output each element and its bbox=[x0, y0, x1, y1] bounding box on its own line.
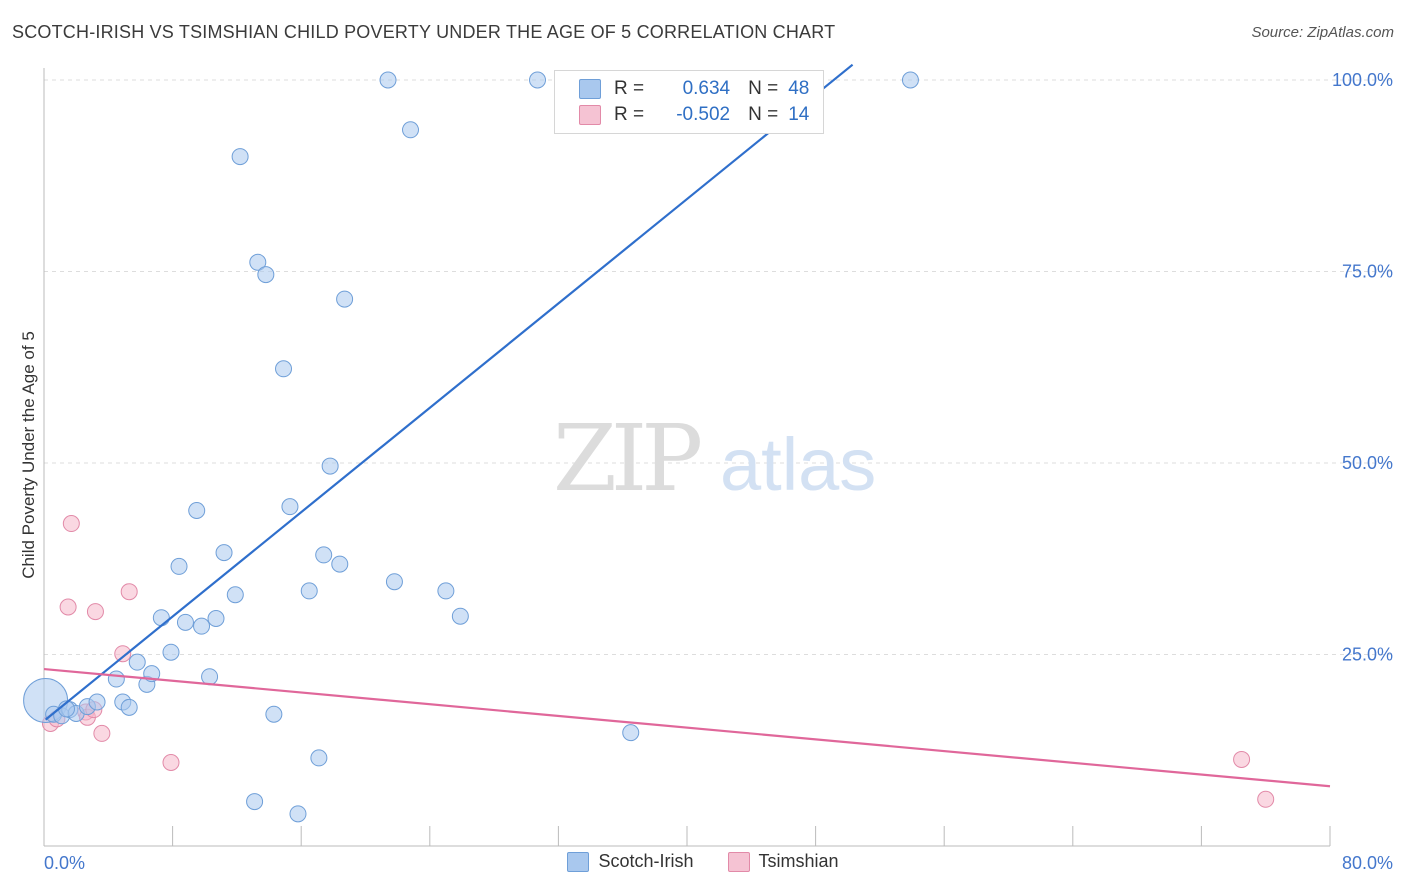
n-value: 14 bbox=[788, 104, 810, 125]
scotch-irish-point bbox=[331, 555, 349, 573]
y-axis-label: Child Poverty Under the Age of 5 bbox=[19, 331, 38, 579]
r-label: R = bbox=[614, 104, 645, 125]
chart-title: SCOTCH-IRISH VS TSIMSHIAN CHILD POVERTY … bbox=[12, 22, 836, 42]
scotch-irish-point bbox=[107, 670, 125, 688]
tsimshian-point bbox=[1233, 750, 1251, 768]
tsimshian-point bbox=[120, 583, 138, 601]
watermark-atlas: atlas bbox=[720, 423, 876, 506]
legend-item-tsimshian[interactable]: Tsimshian bbox=[727, 851, 839, 872]
scotch-irish-point bbox=[265, 705, 283, 723]
scotch-irish-point bbox=[385, 573, 403, 591]
watermark: ZIP atlas bbox=[553, 405, 876, 512]
source-label: Source: ZipAtlas.com bbox=[1251, 24, 1394, 41]
tsimshian-point bbox=[162, 754, 180, 772]
y-tick-label: 50.0% bbox=[1342, 453, 1393, 473]
n-label: N = bbox=[748, 78, 779, 99]
tsimshian-point bbox=[59, 598, 77, 616]
tsimshian-trend-line bbox=[43, 667, 1331, 788]
watermark-zip: ZIP bbox=[553, 405, 700, 512]
scotch-irish-point bbox=[901, 71, 919, 89]
scotch-irish-point bbox=[188, 501, 206, 519]
r-label: R = bbox=[614, 78, 645, 99]
scotch-irish-point bbox=[622, 724, 640, 742]
correlation-stats-box: R = 0.634 N = 48 R = -0.502 N = 14 bbox=[554, 70, 824, 134]
trend-lines bbox=[43, 63, 1331, 788]
scotch-irish-point bbox=[226, 586, 244, 604]
scotch-irish-point bbox=[451, 607, 469, 625]
gridlines bbox=[44, 79, 1395, 655]
scotch-irish-point bbox=[529, 71, 547, 89]
stats-row-scotch-irish: R = 0.634 N = 48 bbox=[579, 77, 809, 101]
tsimshian-point bbox=[86, 603, 104, 621]
scotch-irish-point bbox=[193, 617, 211, 635]
scotch-irish-point bbox=[321, 457, 339, 475]
scotch-irish-trend-line bbox=[44, 63, 854, 721]
scotch-irish-point bbox=[231, 148, 249, 166]
scotch-irish-point bbox=[162, 643, 180, 661]
y-tick-label: 100.0% bbox=[1332, 70, 1393, 90]
scotch-irish-point bbox=[289, 805, 307, 823]
tsimshian-point bbox=[114, 645, 132, 663]
scotch-irish-point bbox=[402, 121, 420, 139]
scotch-irish-point bbox=[275, 360, 293, 378]
scotch-irish-point bbox=[336, 290, 354, 308]
scotch-irish-point bbox=[310, 749, 328, 767]
legend-item-scotch-irish[interactable]: Scotch-Irish bbox=[567, 851, 694, 872]
r-value: -0.502 bbox=[676, 104, 731, 125]
y-tick-label: 25.0% bbox=[1342, 645, 1393, 665]
legend: Scotch-Irish Tsimshian bbox=[0, 851, 1406, 872]
scotch-irish-point bbox=[281, 498, 299, 516]
legend-swatch-tsimshian bbox=[727, 851, 750, 872]
x-tick-label-min: 0.0% bbox=[44, 853, 85, 873]
r-value: 0.634 bbox=[682, 78, 731, 99]
legend-swatch-scotch-irish bbox=[567, 851, 590, 872]
scotch-irish-point bbox=[246, 793, 264, 811]
scotch-irish-point bbox=[120, 698, 138, 716]
scotch-irish-point bbox=[257, 266, 275, 284]
stats-row-tsimshian: R = -0.502 N = 14 bbox=[579, 103, 809, 127]
scotch-irish-point bbox=[215, 544, 233, 562]
x-tick-label-max: 80.0% bbox=[1342, 853, 1393, 873]
tick-labels: 25.0% 50.0% 75.0% 100.0% 0.0% 80.0% bbox=[44, 70, 1393, 873]
scotch-irish-swatch bbox=[579, 79, 601, 99]
scotch-irish-point bbox=[300, 582, 318, 600]
n-value: 48 bbox=[788, 78, 810, 99]
scotch-irish-point bbox=[128, 653, 146, 671]
legend-label: Scotch-Irish bbox=[598, 851, 694, 871]
y-tick-label: 75.0% bbox=[1342, 262, 1393, 282]
legend-label: Tsimshian bbox=[758, 851, 839, 871]
scotch-irish-point bbox=[249, 253, 267, 271]
scotch-irish-point bbox=[176, 613, 194, 631]
scotch-irish-point bbox=[379, 71, 397, 89]
scotch-irish-point bbox=[207, 609, 225, 627]
scotch-irish-point bbox=[437, 582, 455, 600]
scotch-irish-point bbox=[152, 609, 170, 627]
tsimshian-point bbox=[93, 724, 111, 742]
scotch-irish-point bbox=[170, 557, 188, 575]
scotch-irish-point bbox=[201, 668, 219, 686]
n-label: N = bbox=[748, 104, 779, 125]
scotch-irish-point bbox=[315, 546, 333, 564]
tsimshian-swatch bbox=[579, 105, 601, 125]
scotch-irish-point bbox=[88, 693, 106, 711]
tsimshian-point bbox=[1257, 790, 1275, 808]
tsimshian-point bbox=[62, 515, 80, 533]
